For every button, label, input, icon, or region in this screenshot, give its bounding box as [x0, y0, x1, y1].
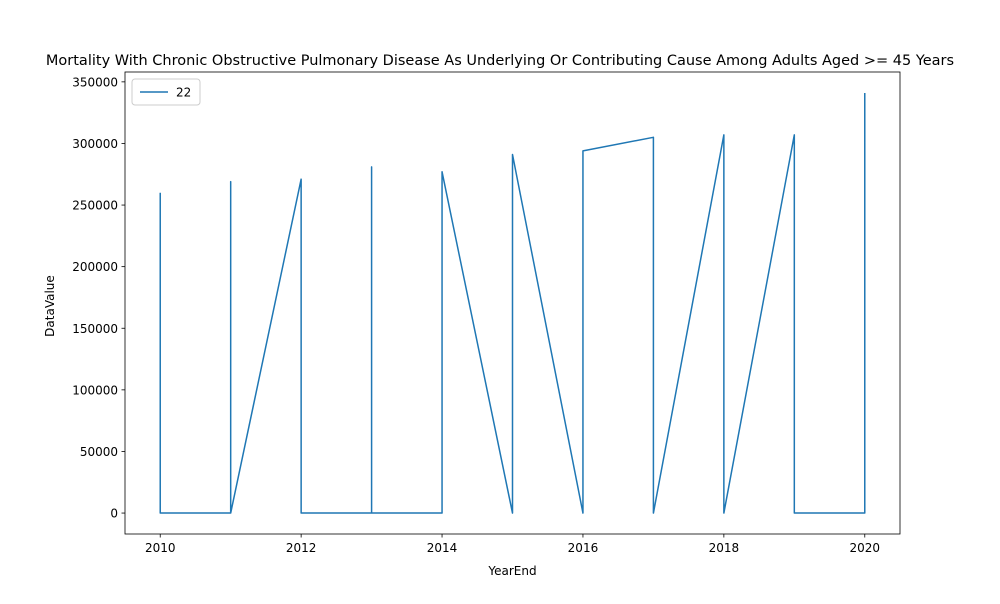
y-tick-label: 350000 [72, 75, 118, 89]
chart-title: Mortality With Chronic Obstructive Pulmo… [46, 53, 954, 69]
y-tick-label: 100000 [72, 383, 118, 397]
y-tick-label: 200000 [72, 260, 118, 274]
series-line-0 [159, 92, 866, 514]
legend-label: 22 [176, 86, 191, 100]
plot-area: 2010 2012 2014 2016 2018 2020 0 50000 100000 1500… [72, 71, 901, 555]
x-tick-label: 2018 [709, 541, 740, 555]
x-axis-label: YearEnd [487, 564, 536, 578]
plot-frame [124, 71, 901, 535]
x-tick-label: 2010 [145, 541, 176, 555]
x-tick-label: 2016 [568, 541, 599, 555]
x-tick-label: 2014 [427, 541, 458, 555]
x-tick-label: 2020 [849, 541, 880, 555]
y-tick-label: 250000 [72, 199, 118, 213]
y-axis-label: DataValue [43, 275, 57, 337]
y-tick-label: 300000 [72, 137, 118, 151]
y-tick-label: 50000 [80, 445, 118, 459]
legend: 22 [131, 78, 201, 106]
y-tick-label: 0 [110, 507, 118, 521]
y-tick-label: 150000 [72, 322, 118, 336]
x-tick-label: 2012 [286, 541, 317, 555]
